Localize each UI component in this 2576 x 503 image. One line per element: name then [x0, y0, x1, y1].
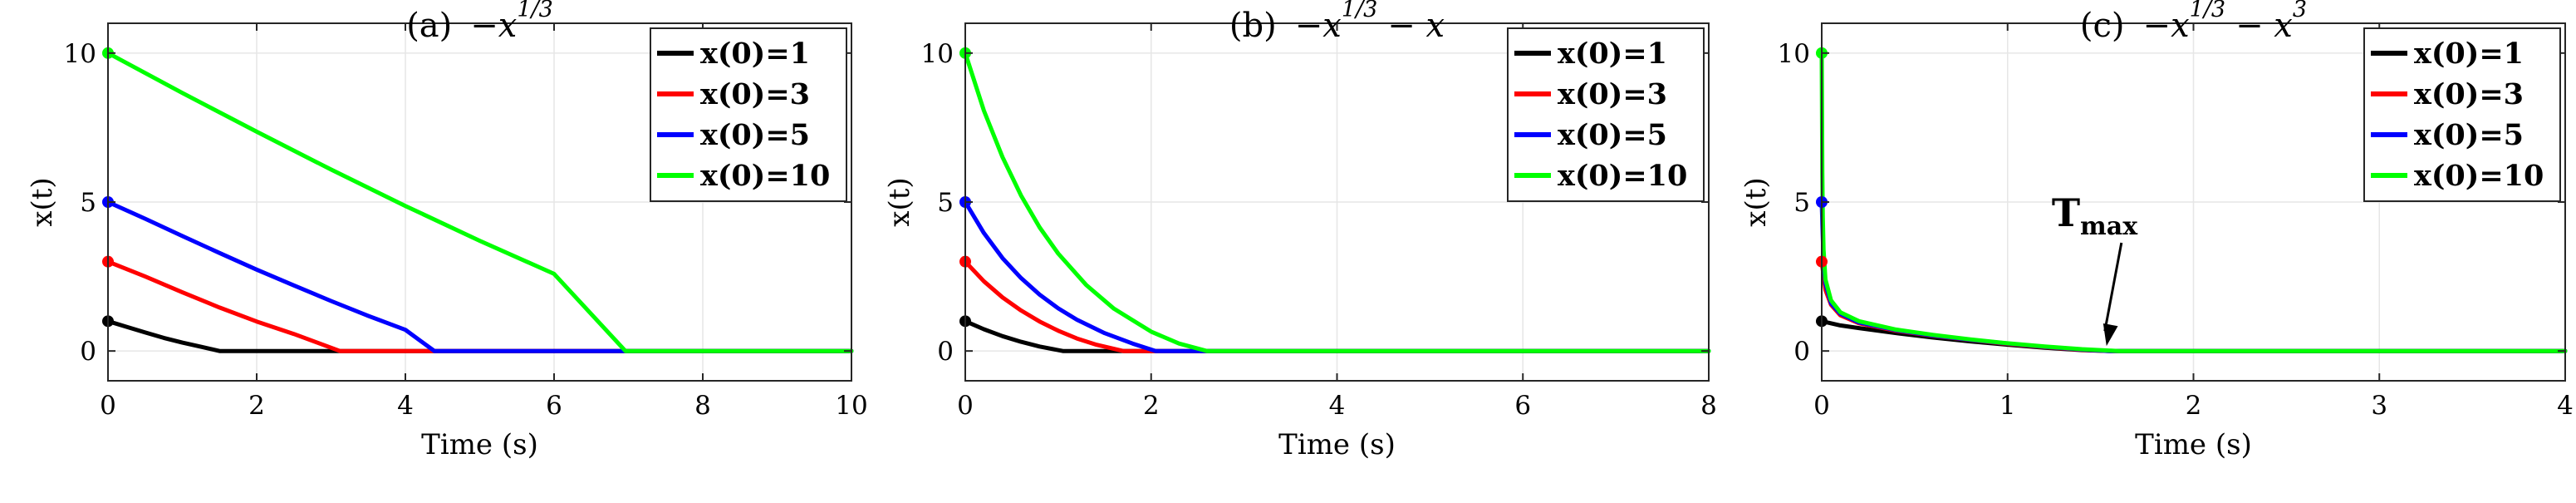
legend-entry-1: x(0)=1	[2414, 37, 2524, 71]
title-term: − x	[2235, 7, 2293, 45]
y-tick-label: 0	[937, 337, 954, 367]
series-line-2	[105, 259, 854, 353]
title-prefix: (a)	[406, 7, 452, 45]
legend: x(0)=1 x(0)=3 x(0)=5 x(0)=10	[1507, 27, 1705, 202]
x-tick-label: 4	[2557, 391, 2574, 421]
legend-entry-3: x(0)=5	[1558, 118, 1667, 152]
y-tick-label: 10	[1778, 39, 1810, 69]
x-tick-label: 4	[397, 391, 414, 421]
y-tick-label: 5	[937, 188, 954, 218]
x-tick-label: 6	[1514, 391, 1531, 421]
series-line-1	[963, 318, 1711, 353]
legend-entry-4: x(0)=10	[700, 159, 830, 193]
legend-entry-2: x(0)=3	[1558, 77, 1667, 111]
annotation-label: Tmax	[2052, 190, 2138, 241]
title-expression: −x	[470, 7, 517, 45]
x-tick-label: 0	[1813, 391, 1830, 421]
series-line-1	[105, 318, 854, 353]
x-tick-label: 2	[1143, 391, 1160, 421]
legend-entry-2: x(0)=3	[2414, 77, 2524, 111]
y-tick-label: 10	[64, 39, 96, 69]
legend-entry-3: x(0)=5	[700, 118, 810, 152]
title-term: − x	[1387, 7, 1445, 45]
chart-title: (c) −x1/3 − x3	[2080, 0, 2307, 45]
legend: x(0)=1 x(0)=3 x(0)=5 x(0)=10	[2363, 27, 2561, 202]
x-tick-label: 10	[835, 391, 867, 421]
series-line-2	[963, 259, 1711, 353]
x-tick-label: 8	[1700, 391, 1717, 421]
x-tick-label: 6	[546, 391, 562, 421]
legend-box	[1507, 27, 1705, 202]
y-tick-label: 5	[80, 188, 96, 218]
title-prefix: (b)	[1229, 7, 1277, 45]
legend: x(0)=1 x(0)=3 x(0)=5 x(0)=10	[650, 27, 847, 202]
legend-entry-1: x(0)=1	[1558, 37, 1667, 71]
legend-box	[650, 27, 847, 202]
title-exponent: 1/3	[1342, 0, 1377, 22]
title-prefix: (c)	[2080, 7, 2125, 45]
legend-box	[2363, 27, 2561, 202]
chart-title: (a) −x1/3	[406, 0, 553, 45]
y-tick-label: 0	[80, 337, 96, 367]
x-tick-label: 0	[957, 391, 974, 421]
legend-entry-1: x(0)=1	[700, 37, 810, 71]
title-expression: −x	[1295, 7, 1342, 45]
x-tick-label: 3	[2371, 391, 2387, 421]
annotation-main: T	[2052, 190, 2080, 235]
x-axis-label: Time (s)	[1278, 428, 1396, 461]
legend-entry-4: x(0)=10	[2414, 159, 2544, 193]
title-expression: −x	[2143, 7, 2190, 45]
legend-entry-2: x(0)=3	[700, 77, 810, 111]
series-line-4	[963, 51, 1711, 353]
annotation-arrow-shaft	[2103, 242, 2123, 332]
x-tick-label: 0	[100, 391, 116, 421]
y-axis-label: x(t)	[26, 177, 59, 226]
series-line-3	[105, 200, 854, 353]
y-tick-label: 0	[1793, 337, 1810, 367]
title-exponent: 3	[2293, 0, 2307, 22]
y-axis-label: x(t)	[1739, 177, 1773, 226]
x-tick-label: 8	[694, 391, 711, 421]
annotation-subscript: max	[2080, 212, 2138, 241]
x-tick-label: 1	[1999, 391, 2016, 421]
annotation-arrow-head	[2103, 323, 2118, 347]
x-tick-label: 4	[1329, 391, 1346, 421]
legend-entry-3: x(0)=5	[2414, 118, 2524, 152]
series-line-3	[963, 200, 1711, 353]
legend-entry-4: x(0)=10	[1558, 159, 1687, 193]
y-tick-label: 10	[921, 39, 954, 69]
series-line-4	[105, 51, 854, 353]
annotation: Tmax	[2052, 190, 2138, 347]
title-exponent: 1/3	[2190, 0, 2225, 22]
x-axis-label: Time (s)	[2135, 428, 2252, 461]
title-exponent: 1/3	[517, 0, 552, 22]
y-tick-label: 5	[1793, 188, 1810, 218]
x-tick-label: 2	[2186, 391, 2202, 421]
x-axis-label: Time (s)	[421, 428, 538, 461]
x-tick-label: 2	[248, 391, 265, 421]
chart-title: (b) −x1/3 − x	[1229, 0, 1445, 45]
y-axis-label: x(t)	[883, 177, 916, 226]
series-line-4	[1819, 51, 2568, 353]
